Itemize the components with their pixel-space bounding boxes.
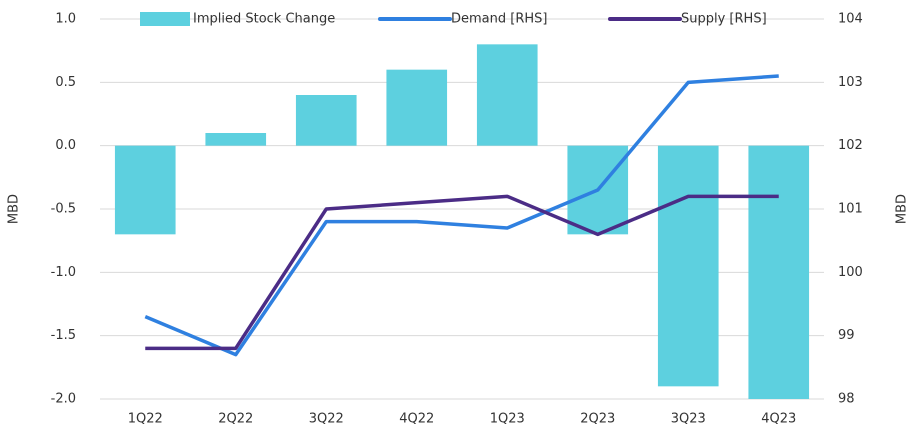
legend-label: Demand [RHS] [451,12,547,27]
bar [205,133,267,146]
x-tick-label: 4Q23 [761,412,796,427]
x-tick-label: 2Q23 [580,412,615,427]
y-tick-label: 0.5 [55,75,76,90]
x-tick-label: 2Q22 [218,412,253,427]
y-tick-label: -0.5 [51,202,76,217]
x-tick-label: 4Q22 [399,412,434,427]
bar [114,145,176,235]
y-tick-label: 1.0 [55,12,76,27]
legend-label: Supply [RHS] [681,12,767,27]
bar [386,69,448,146]
line [145,194,779,351]
y-axis-label: MBD [7,194,22,224]
line [144,74,779,357]
y2-tick-label: 99 [838,328,855,343]
y-tick-label: -1.5 [51,328,76,343]
y-tick-label: -2.0 [51,392,76,407]
bar [476,44,538,146]
bar [657,145,719,387]
legend-label: Implied Stock Change [193,12,335,27]
y-tick-label: -1.0 [51,265,76,280]
y2-tick-label: 98 [838,392,855,407]
y2-tick-label: 103 [838,75,863,90]
bar [748,145,810,399]
x-tick-label: 3Q23 [671,412,706,427]
y2-tick-label: 102 [838,138,863,153]
y2-tick-label: 104 [838,12,863,27]
x-tick-label: 3Q22 [309,412,344,427]
x-tick-label: 1Q23 [490,412,525,427]
legend-swatch [140,12,190,26]
y-tick-label: 0.0 [55,138,76,153]
bar [295,95,357,146]
y2-tick-label: 100 [838,265,863,280]
x-tick-label: 1Q22 [128,412,163,427]
y2-tick-label: 101 [838,202,863,217]
y2-axis-label: MBD [895,194,910,224]
